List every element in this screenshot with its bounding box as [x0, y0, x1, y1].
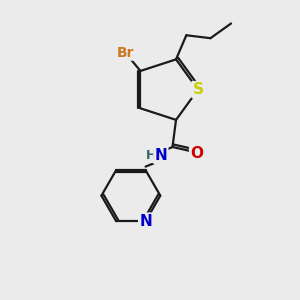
Text: H: H [146, 149, 156, 162]
Text: N: N [139, 214, 152, 229]
Text: N: N [154, 148, 167, 163]
Text: S: S [193, 82, 203, 97]
Text: Br: Br [117, 46, 134, 60]
Text: O: O [190, 146, 203, 161]
Text: N: N [154, 148, 167, 163]
Text: H: H [146, 149, 156, 162]
